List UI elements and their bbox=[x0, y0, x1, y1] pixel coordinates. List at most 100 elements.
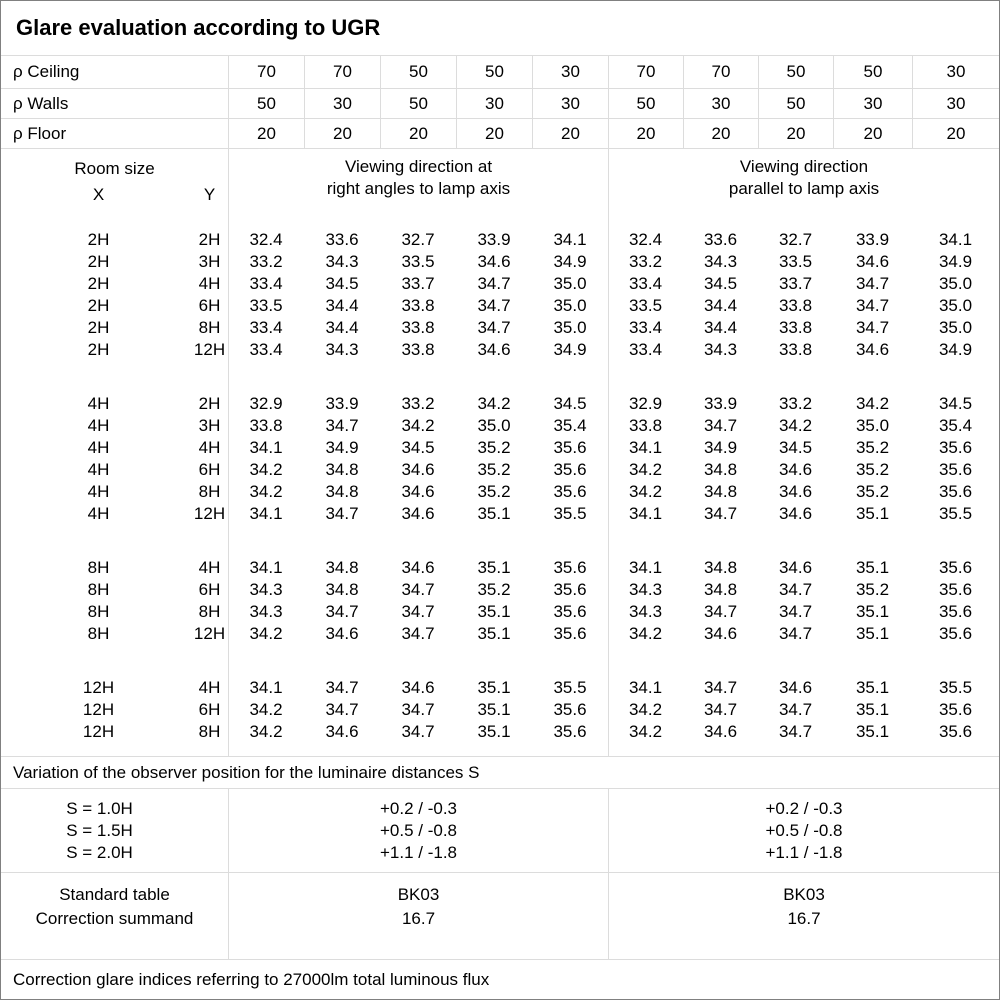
ugr-value-parallel: 35.4 bbox=[938, 416, 973, 435]
standard-table-value: BK03 bbox=[397, 885, 440, 904]
ugr-value-right-angles: 34.7 bbox=[401, 580, 435, 599]
reflectance-value: 20 bbox=[532, 119, 608, 148]
ugr-value-right-angles: 35.2 bbox=[477, 482, 511, 501]
spacing-value-right-angles: +1.1 / -1.8 bbox=[379, 843, 458, 862]
room-size-x: 4H bbox=[87, 394, 110, 413]
standard-table-label: Standard table bbox=[59, 885, 170, 904]
ugr-value-right-angles: 33.9 bbox=[325, 394, 359, 413]
room-size-x: 12H bbox=[82, 678, 115, 697]
vertical-divider bbox=[608, 226, 609, 756]
ugr-value-right-angles: 33.2 bbox=[249, 252, 283, 271]
ugr-value-right-angles: 33.4 bbox=[249, 340, 283, 359]
ugr-value-right-angles: 34.7 bbox=[477, 274, 511, 293]
reflectance-value: 50 bbox=[380, 56, 456, 88]
reflectance-value: 20 bbox=[833, 119, 912, 148]
ugr-value-right-angles: 34.2 bbox=[249, 482, 283, 501]
ugr-value-parallel: 34.5 bbox=[778, 438, 813, 457]
ugr-value-right-angles: 34.8 bbox=[325, 460, 359, 479]
ugr-value-parallel: 34.5 bbox=[703, 274, 738, 293]
ugr-value-right-angles: 35.6 bbox=[553, 438, 587, 457]
ugr-value-right-angles: 34.6 bbox=[401, 678, 435, 697]
ugr-value-parallel: 34.7 bbox=[778, 700, 813, 719]
standard-table-value: BK03 bbox=[783, 885, 825, 904]
ugr-value-right-angles: 35.4 bbox=[553, 416, 587, 435]
ugr-value-right-angles: 34.6 bbox=[401, 504, 435, 523]
ugr-value-parallel: 34.7 bbox=[778, 580, 813, 599]
ugr-value-right-angles: 34.8 bbox=[325, 482, 359, 501]
reflectance-value: 70 bbox=[608, 56, 683, 88]
ugr-value-right-angles: 34.2 bbox=[249, 700, 283, 719]
room-size-y: 8H bbox=[198, 722, 221, 741]
ugr-value-parallel: 33.4 bbox=[628, 340, 663, 359]
ugr-value-right-angles: 35.5 bbox=[553, 504, 587, 523]
ugr-value-parallel: 35.1 bbox=[855, 602, 890, 621]
ugr-value-parallel: 33.8 bbox=[778, 318, 813, 337]
correction-summand-label: Correction summand bbox=[35, 909, 194, 928]
table-header-band: Room size X Y Viewing direction at right… bbox=[1, 149, 999, 226]
ugr-value-right-angles: 34.1 bbox=[249, 558, 283, 577]
ugr-value-parallel: 33.8 bbox=[778, 296, 813, 315]
ugr-value-parallel: 35.6 bbox=[938, 602, 973, 621]
ugr-value-parallel: 33.8 bbox=[628, 416, 663, 435]
ugr-row: 4H 3H 33.8 34.7 34.2 35.0 35.4 33.8 34.7 34.2 35.0… bbox=[1, 415, 999, 437]
reflectance-value: 50 bbox=[833, 56, 912, 88]
ugr-value-parallel: 34.2 bbox=[628, 624, 663, 643]
reflectance-value: 30 bbox=[912, 89, 999, 118]
room-size-x: 2H bbox=[87, 274, 110, 293]
reflectance-value: 20 bbox=[683, 119, 758, 148]
ugr-value-right-angles: 35.0 bbox=[553, 274, 587, 293]
ugr-value-parallel: 34.1 bbox=[938, 230, 973, 249]
ugr-value-parallel: 35.6 bbox=[938, 700, 973, 719]
room-size-y: 6H bbox=[198, 700, 221, 719]
ugr-row: 4H 12H 34.1 34.7 34.6 35.1 35.5 34.1 34.7 34.6 35.… bbox=[1, 503, 999, 525]
reflectance-value: 70 bbox=[683, 56, 758, 88]
ugr-value-right-angles: 34.6 bbox=[325, 624, 359, 643]
reflectance-value: 30 bbox=[532, 56, 608, 88]
room-size-y: 3H bbox=[198, 416, 221, 435]
ugr-value-parallel: 34.6 bbox=[855, 252, 890, 271]
ugr-value-parallel: 34.4 bbox=[703, 318, 738, 337]
ugr-value-parallel: 35.6 bbox=[938, 580, 973, 599]
ugr-value-parallel: 34.6 bbox=[703, 722, 738, 741]
ugr-value-parallel: 33.9 bbox=[703, 394, 738, 413]
ugr-value-right-angles: 35.5 bbox=[553, 678, 587, 697]
ugr-row: 4H 8H 34.2 34.8 34.6 35.2 35.6 34.2 34.8 34.6 35.2… bbox=[1, 481, 999, 503]
reflectance-value: 20 bbox=[758, 119, 833, 148]
ugr-value-parallel: 34.7 bbox=[778, 624, 813, 643]
ugr-value-parallel: 34.9 bbox=[938, 340, 973, 359]
ugr-value-right-angles: 34.7 bbox=[325, 678, 359, 697]
ugr-value-right-angles: 34.3 bbox=[325, 252, 359, 271]
ugr-value-right-angles: 34.5 bbox=[401, 438, 435, 457]
ugr-value-parallel: 34.2 bbox=[628, 460, 663, 479]
room-size-y: 4H bbox=[198, 438, 221, 457]
ugr-value-right-angles: 34.3 bbox=[249, 580, 283, 599]
reflectance-row: ρ Ceiling 70 70 50 50 30 70 70 50 50 30 bbox=[1, 56, 999, 89]
ugr-value-right-angles: 35.0 bbox=[477, 416, 511, 435]
footer-note: Correction glare indices referring to 27… bbox=[13, 969, 490, 989]
ugr-value-parallel: 34.8 bbox=[703, 460, 738, 479]
ugr-value-parallel: 34.9 bbox=[703, 438, 738, 457]
ugr-value-parallel: 35.2 bbox=[855, 580, 890, 599]
summary-table: Standard table Correction summand BK03 1… bbox=[1, 873, 999, 960]
room-size-x: 4H bbox=[87, 460, 110, 479]
ugr-value-right-angles: 34.1 bbox=[249, 678, 283, 697]
ugr-value-parallel: 32.4 bbox=[628, 230, 663, 249]
room-size-x: 4H bbox=[87, 438, 110, 457]
ugr-value-right-angles: 34.9 bbox=[553, 340, 587, 359]
ugr-value-right-angles: 34.2 bbox=[249, 460, 283, 479]
room-size-y: 12H bbox=[193, 340, 226, 359]
reflectance-value: 30 bbox=[532, 89, 608, 118]
ugr-value-parallel: 33.7 bbox=[778, 274, 813, 293]
ugr-value-parallel: 35.0 bbox=[938, 318, 973, 337]
ugr-value-parallel: 35.1 bbox=[855, 624, 890, 643]
ugr-value-parallel: 35.1 bbox=[855, 678, 890, 697]
reflectance-value: 70 bbox=[228, 56, 304, 88]
reflectance-value: 50 bbox=[608, 89, 683, 118]
ugr-value-right-angles: 34.9 bbox=[325, 438, 359, 457]
ugr-value-parallel: 34.6 bbox=[855, 340, 890, 359]
correction-summand-value: 16.7 bbox=[401, 909, 436, 928]
reflectance-value: 20 bbox=[304, 119, 380, 148]
room-size-x: 12H bbox=[82, 722, 115, 741]
reflectance-row: ρ Floor 20 20 20 20 20 20 20 20 20 20 bbox=[1, 119, 999, 149]
ugr-value-parallel: 34.7 bbox=[703, 416, 738, 435]
